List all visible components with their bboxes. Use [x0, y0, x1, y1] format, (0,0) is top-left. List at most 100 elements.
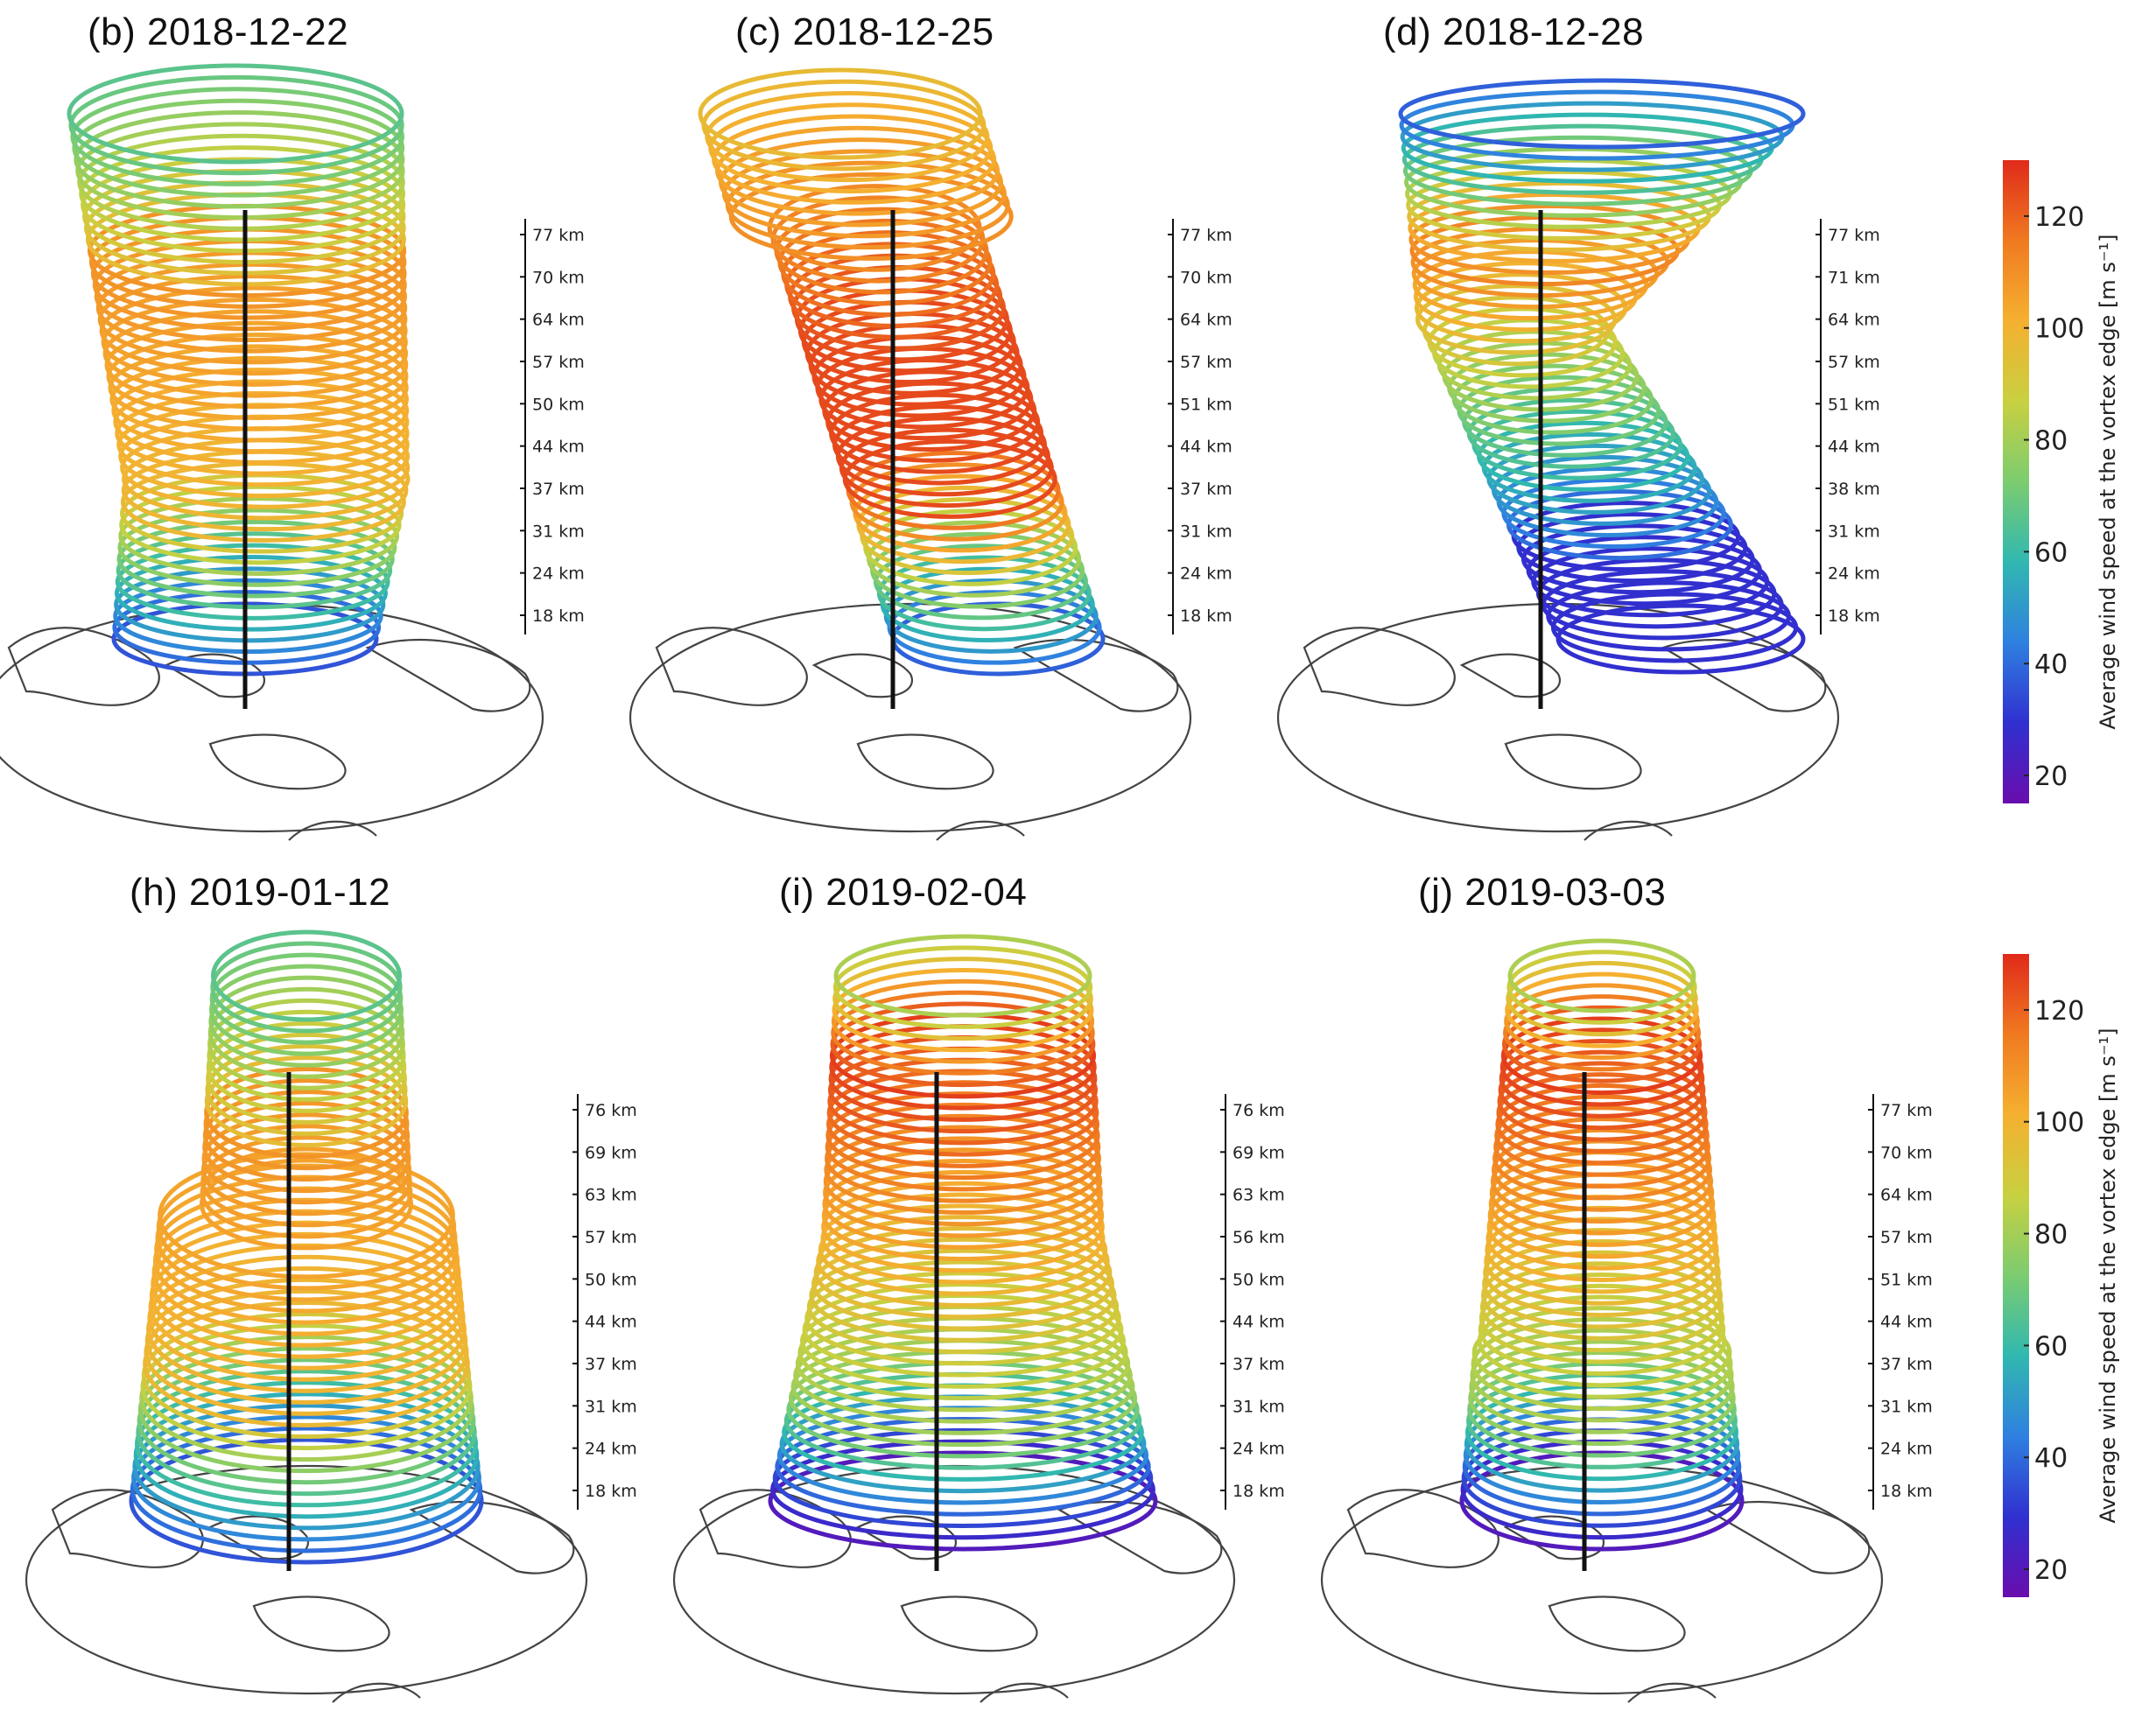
altitude-tick-label: 44 km [585, 1313, 637, 1332]
altitude-tick-label: 63 km [1233, 1186, 1285, 1205]
vortex-edge-contour [831, 990, 1095, 1076]
altitude-tick-label: 44 km [1180, 438, 1233, 457]
vortex-edge-contour [132, 1403, 481, 1531]
vortex-edge-contour [152, 1197, 460, 1325]
vortex-edge-contour [146, 1266, 467, 1393]
colorbar-1: 20 40 60 80 100 120 Average wind speed at the … [2003, 954, 2120, 1597]
vortex-edge-contour [131, 1414, 481, 1542]
altitude-tick-label: 37 km [1880, 1355, 1933, 1374]
altitude-tick-label: 51 km [1880, 1270, 1933, 1289]
vortex-rings [1459, 938, 1745, 1552]
vortex-edge-contour [144, 1288, 469, 1416]
altitude-tick-label: 57 km [1180, 353, 1233, 372]
altitude-tick-label: 24 km [1880, 1440, 1933, 1459]
altitude-tick-label: 44 km [1828, 438, 1880, 457]
vortex-edge-contour [1505, 971, 1699, 1048]
panel-title-b: (b) 2018-12-22 [88, 11, 349, 53]
altitude-tick-label: 70 km [532, 268, 585, 287]
altitude-tick-label: 64 km [1880, 1186, 1933, 1205]
altitude-tick-label: 50 km [585, 1270, 637, 1289]
altitude-tick-label: 77 km [1828, 226, 1880, 245]
vortex-edge-contour [209, 952, 404, 1045]
vortex-edge-contour [117, 508, 397, 587]
vortex-edge-contour [99, 285, 408, 376]
vortex-edge-contour [1482, 1238, 1722, 1329]
vortex-panel-4: 76 km 69 km 63 km 56 km 50 km 44 km 37 km 31 km… [672, 934, 1285, 1703]
vortex-edge-contour [137, 1357, 476, 1485]
vortex-edge-contour [824, 1125, 1102, 1215]
altitude-tick-label: 64 km [532, 311, 585, 330]
panel-title-i: (i) 2019-02-04 [779, 871, 1028, 914]
altitude-axis: 76 km 69 km 63 km 57 km 50 km 44 km 37 km 31 km… [572, 1094, 637, 1510]
vortex-edge-contour [1506, 950, 1697, 1025]
vortex-edge-contour [95, 262, 408, 354]
vortex-edge-contour [154, 1186, 459, 1314]
vortex-edge-contour [1492, 1127, 1712, 1212]
vortex-edge-contour [1483, 1228, 1721, 1318]
vortex-edge-contour [1498, 1049, 1706, 1131]
vortex-edge-contour [1398, 78, 1806, 150]
altitude-tick-label: 38 km [1828, 480, 1880, 499]
vortex-edge-contour [768, 1450, 1158, 1552]
vortex-edge-contour [114, 566, 386, 643]
vortex-edge-contour [825, 1091, 1100, 1181]
altitude-axis: 76 km 69 km 63 km 56 km 50 km 44 km 37 km 31 km… [1220, 1094, 1285, 1510]
altitude-axis: 77 km 70 km 64 km 57 km 51 km 44 km 37 km 31 km… [1868, 1094, 1933, 1510]
vortex-edge-contour [1477, 1294, 1727, 1388]
altitude-tick-label: 18 km [585, 1482, 637, 1501]
vortex-edge-contour [200, 1146, 413, 1239]
vortex-edge-contour [204, 1055, 409, 1147]
vortex-edge-contour [825, 1102, 1101, 1192]
altitude-tick-label: 57 km [1828, 353, 1880, 372]
vortex-edge-contour [101, 297, 408, 387]
altitude-tick-label: 24 km [585, 1440, 637, 1459]
vortex-edge-contour [1497, 1061, 1707, 1142]
altitude-tick-label: 69 km [1233, 1143, 1285, 1162]
vortex-edge-contour [1415, 284, 1618, 355]
vortex-edge-contour [1469, 1339, 1735, 1434]
colorbar-tick-label: 20 [2034, 761, 2068, 792]
vortex-edge-contour [1503, 994, 1701, 1072]
vortex-edge-contour [151, 1209, 461, 1336]
panel-title-h: (h) 2019-01-12 [130, 871, 391, 914]
altitude-tick-label: 31 km [1180, 522, 1233, 541]
altitude-tick-label: 37 km [1180, 480, 1233, 499]
colorbar-tick-label: 40 [2034, 1443, 2068, 1474]
vortex-edge-contour [136, 1369, 477, 1497]
vortex-edge-contour [155, 1175, 458, 1302]
altitude-tick-label: 31 km [532, 522, 585, 541]
vortex-edge-contour [1479, 1261, 1724, 1353]
vortex-edge-contour [1481, 1250, 1723, 1341]
vortex-edge-contour [820, 1192, 1106, 1285]
vortex-edge-contour [823, 1147, 1103, 1238]
vortex-edge-contour [206, 1020, 407, 1113]
vortex-edge-contour [832, 945, 1093, 1029]
vortex-edge-contour [137, 1346, 475, 1474]
vortex-edge-contour [113, 379, 410, 465]
altitude-tick-label: 24 km [1180, 564, 1233, 584]
vortex-edge-contour [1496, 1072, 1708, 1154]
vortex-edge-contour [133, 1392, 480, 1519]
vortex-edge-contour [108, 344, 409, 431]
altitude-tick-label: 69 km [585, 1143, 637, 1162]
vortex-edge-contour [1506, 960, 1698, 1037]
vortex-edge-contour [809, 1248, 1117, 1343]
altitude-tick-label: 57 km [585, 1228, 637, 1247]
basemap-outline [0, 602, 544, 841]
colorbar-0: 20 40 60 80 100 120 Average wind speed at the … [2003, 160, 2120, 803]
panel-title-d: (d) 2018-12-28 [1383, 11, 1645, 53]
altitude-tick-label: 18 km [532, 607, 585, 626]
vortex-edge-contour [1471, 1306, 1732, 1399]
altitude-tick-label: 50 km [1233, 1270, 1285, 1289]
vortex-edge-contour [75, 122, 405, 221]
vortex-edge-contour [804, 1271, 1121, 1366]
vortex-edge-contour [770, 1439, 1155, 1540]
altitude-axis: 77 km 70 km 64 km 57 km 51 km 44 km 37 km 31 km… [1168, 219, 1233, 635]
vortex-edge-contour [143, 1300, 470, 1427]
vortex-edge-contour [203, 1078, 410, 1171]
altitude-tick-label: 57 km [532, 353, 585, 372]
vortex-edge-contour [206, 1032, 407, 1125]
vortex-edge-contour [811, 1237, 1114, 1331]
altitude-tick-label: 18 km [1880, 1482, 1933, 1501]
